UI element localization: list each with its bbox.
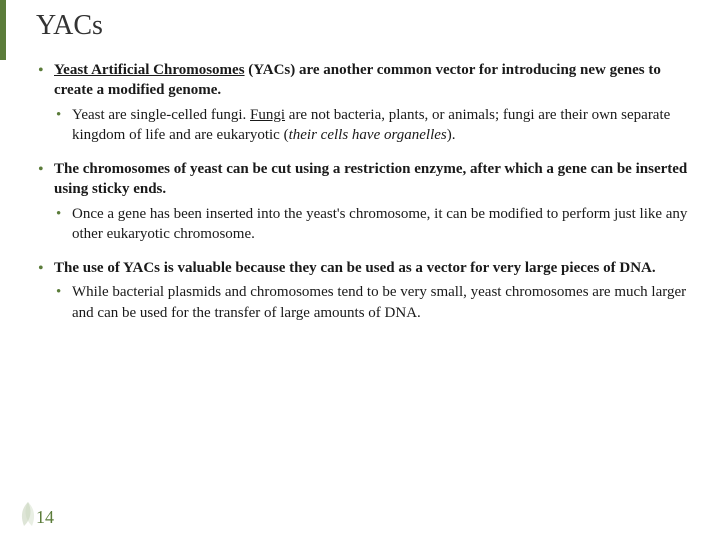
sub-item-1: Yeast are single-celled fungi. Fungi are…	[54, 105, 690, 146]
sub1-pre: Yeast are single-celled fungi.	[72, 107, 250, 123]
bullet-1-term: Yeast Artificial Chromosomes	[54, 62, 245, 78]
slide-content: YACs Yeast Artificial Chromosomes (YACs)…	[0, 0, 720, 323]
bullet-1: Yeast Artificial Chromosomes (YACs) are …	[36, 60, 690, 145]
sub1-underline: Fungi	[250, 107, 285, 123]
bullet-2: The chromosomes of yeast can be cut usin…	[36, 159, 690, 244]
sub-list-2: Once a gene has been inserted into the y…	[54, 204, 690, 245]
accent-bar	[0, 0, 6, 60]
bullet-list: Yeast Artificial Chromosomes (YACs) are …	[36, 60, 690, 323]
sub-list-1: Yeast are single-celled fungi. Fungi are…	[54, 105, 690, 146]
bullet-3-main: The use of YACs is valuable because they…	[54, 260, 656, 276]
slide-title: YACs	[36, 10, 690, 42]
bullet-2-main: The chromosomes of yeast can be cut usin…	[54, 161, 687, 197]
bullet-3: The use of YACs is valuable because they…	[36, 258, 690, 323]
sub-item-3: While bacterial plasmids and chromosomes…	[54, 282, 690, 323]
sub1-post: ).	[447, 127, 456, 143]
sub-item-2: Once a gene has been inserted into the y…	[54, 204, 690, 245]
sub1-italic: their cells have organelles	[289, 127, 447, 143]
page-number: 14	[36, 507, 54, 528]
sub-list-3: While bacterial plasmids and chromosomes…	[54, 282, 690, 323]
